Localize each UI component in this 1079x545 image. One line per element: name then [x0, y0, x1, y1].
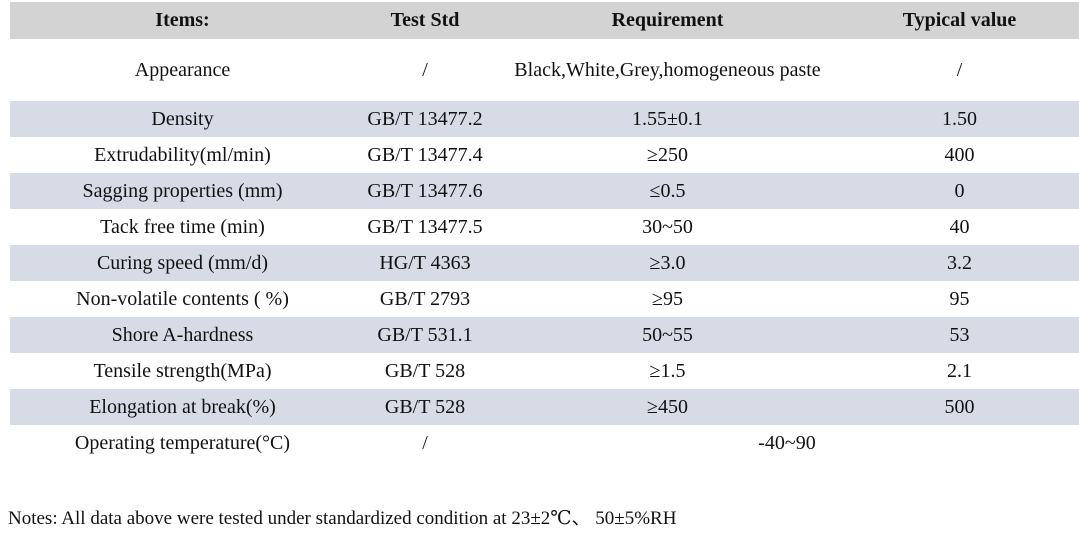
cell-item: Curing speed (mm/d): [96, 251, 269, 274]
spec-table-header: Items: Test Std Requirement Typical valu…: [10, 2, 1079, 39]
cell-item: Tensile strength(MPa): [93, 359, 272, 382]
cell-typical-value: 400: [944, 143, 975, 166]
cell-requirement: ≥450: [647, 395, 688, 418]
cell-item: Elongation at break(%): [89, 395, 276, 418]
cell-typical-value: /: [956, 58, 963, 81]
cell-item: Tack free time (min): [100, 215, 265, 238]
table-row: Sagging properties (mm) GB/T 13477.6 ≤0.5 0: [10, 173, 1079, 209]
notes-line: Notes: All data above were tested under …: [8, 508, 677, 529]
cell-test-std: GB/T 531.1: [377, 323, 473, 346]
cell-test-std: GB/T 13477.4: [367, 143, 483, 166]
cell-requirement: 1.55±0.1: [632, 107, 703, 130]
cell-typical-value: 40: [949, 215, 970, 238]
spec-table-body: Appearance / Black,White,Grey,homogeneous …: [10, 39, 1079, 461]
table-row: Curing speed (mm/d) HG/T 4363 ≥3.0 3.2: [10, 245, 1079, 281]
cell-typical-value: 3.2: [947, 251, 972, 274]
cell-test-std: HG/T 4363: [379, 251, 471, 274]
cell-typical-value: 2.1: [947, 359, 972, 382]
cell-test-std: GB/T 528: [384, 359, 466, 382]
cell-item: Sagging properties (mm): [82, 179, 283, 202]
cell-requirement: ≤0.5: [649, 179, 686, 202]
cell-item: Appearance: [134, 58, 231, 81]
cell-requirement: ≥95: [652, 287, 683, 310]
cell-typical-value: 500: [944, 395, 975, 418]
cell-item: Non-volatile contents ( %): [76, 287, 289, 310]
cell-item: Density: [151, 107, 214, 130]
cell-item: Extrudability(ml/min): [94, 143, 271, 166]
cell-test-std: GB/T 13477.6: [367, 179, 483, 202]
cell-requirement: 50~55: [642, 323, 693, 346]
cell-typical-value: 1.50: [942, 107, 977, 130]
column-header-test-std: Test Std: [355, 2, 495, 39]
cell-test-std: GB/T 2793: [379, 287, 471, 310]
cell-typical-value: 0: [954, 179, 965, 202]
cell-item: Operating temperature(°C): [74, 431, 291, 454]
cell-test-std: GB/T 13477.2: [367, 107, 483, 130]
table-row: Tack free time (min) GB/T 13477.5 30~50 40: [10, 209, 1079, 245]
table-row: Shore A-hardness GB/T 531.1 50~55 53: [10, 317, 1079, 353]
table-row: Operating temperature(°C) / -40~90: [10, 425, 1079, 461]
table-row: Appearance / Black,White,Grey,homogeneous …: [10, 39, 1079, 101]
column-header-typical-value: Typical value: [840, 2, 1079, 39]
cell-requirement: ≥3.0: [649, 251, 686, 274]
table-row: Extrudability(ml/min) GB/T 13477.4 ≥250 400: [10, 137, 1079, 173]
table-row: Elongation at break(%) GB/T 528 ≥450 500: [10, 389, 1079, 425]
cell-requirement: ≥250: [647, 143, 688, 166]
cell-test-std: GB/T 13477.5: [367, 215, 483, 238]
cell-requirement: -40~90: [758, 431, 816, 454]
column-header-items: Items:: [10, 2, 355, 39]
cell-test-std: /: [422, 431, 428, 454]
spec-table: Items: Test Std Requirement Typical valu…: [10, 2, 1079, 461]
table-row: Non-volatile contents ( %) GB/T 2793 ≥95 95: [10, 281, 1079, 317]
cell-requirement: ≥1.5: [649, 359, 686, 382]
column-header-requirement: Requirement: [495, 2, 840, 39]
cell-test-std: /: [422, 58, 428, 81]
cell-requirement: Black,White,Grey,homogeneous paste: [514, 58, 821, 81]
table-row: Density GB/T 13477.2 1.55±0.1 1.50: [10, 101, 1079, 137]
cell-item: Shore A-hardness: [111, 323, 254, 346]
cell-typical-value: 53: [949, 323, 970, 346]
table-row: Tensile strength(MPa) GB/T 528 ≥1.5 2.1: [10, 353, 1079, 389]
cell-requirement: 30~50: [642, 215, 693, 238]
cell-typical-value: 95: [949, 287, 970, 310]
header-row: Items: Test Std Requirement Typical valu…: [10, 2, 1079, 39]
cell-test-std: GB/T 528: [384, 395, 466, 418]
